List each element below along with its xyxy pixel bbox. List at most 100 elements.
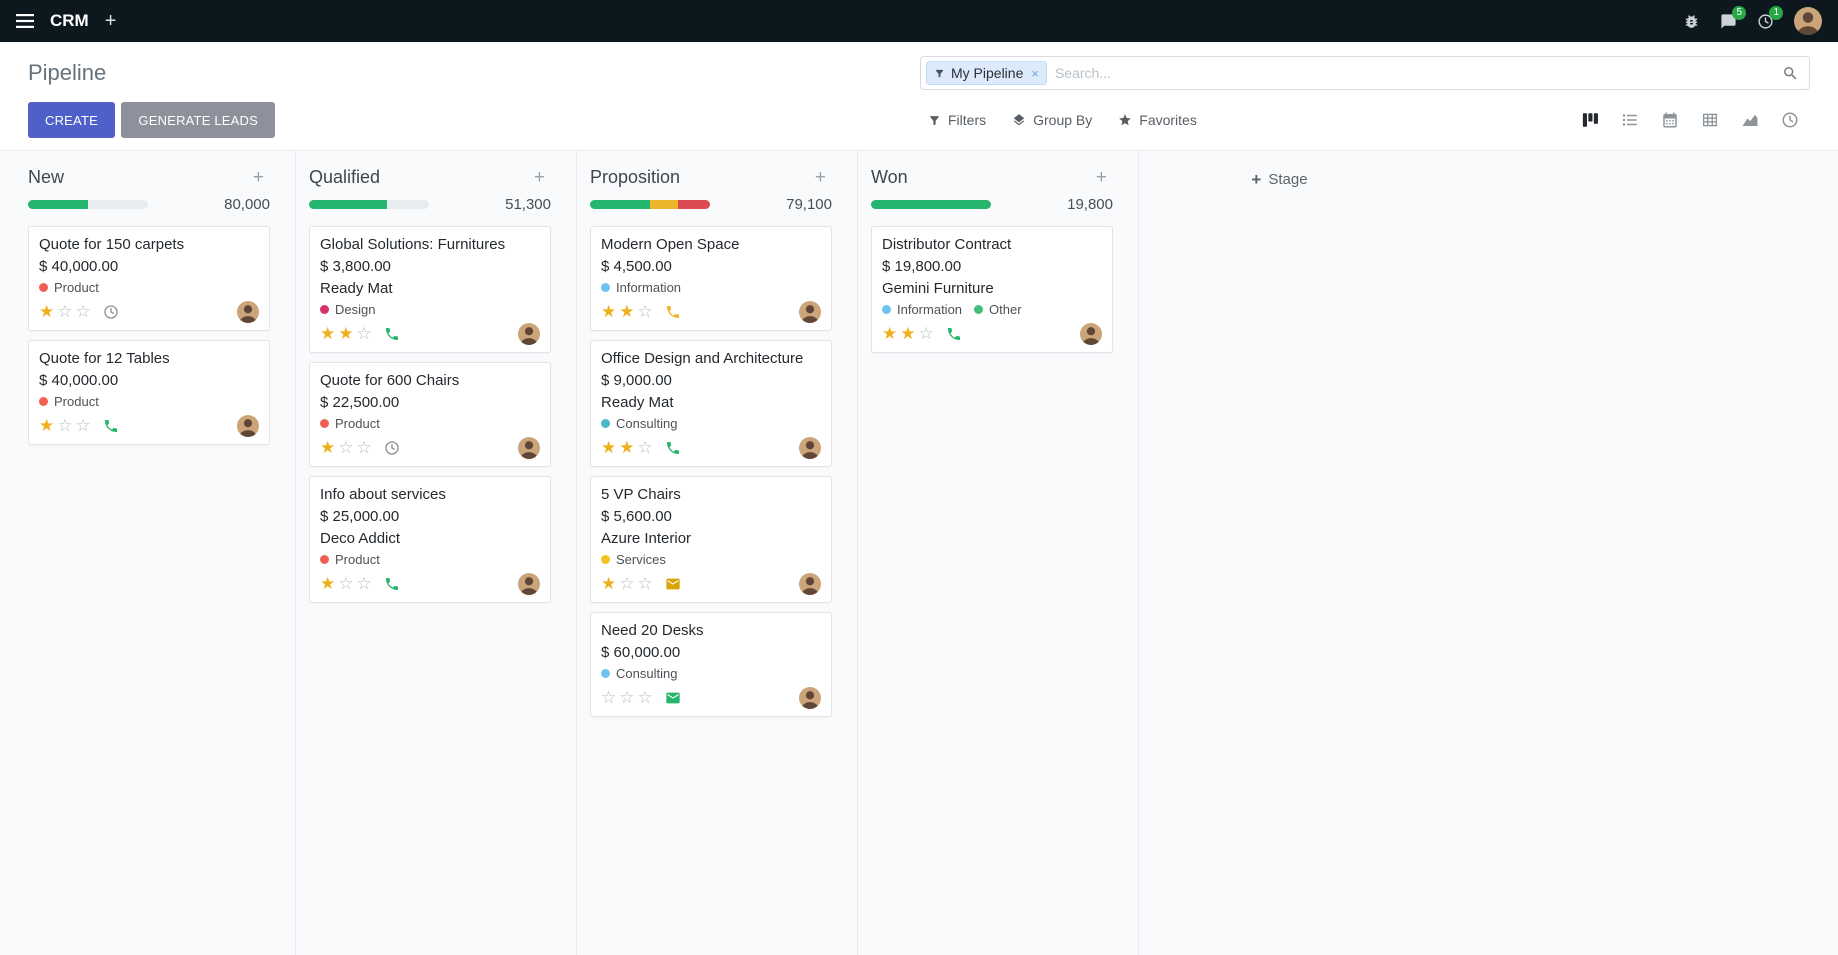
filter-funnel-icon — [934, 68, 945, 79]
star-empty-icon[interactable]: ☆ — [637, 573, 653, 593]
kanban-card[interactable]: Modern Open Space $ 4,500.00 Information… — [590, 226, 832, 331]
create-button[interactable]: CREATE — [28, 102, 115, 138]
star-filled-icon[interactable]: ★ — [39, 301, 55, 321]
tag-label: Other — [989, 302, 1022, 317]
tag-color-dot — [39, 283, 48, 292]
star-filled-icon[interactable]: ★ — [338, 323, 354, 343]
calendar-view-button[interactable] — [1650, 106, 1690, 134]
filters-label: Filters — [948, 112, 987, 128]
apps-menu-icon[interactable] — [16, 14, 34, 28]
column-progressbar[interactable] — [871, 200, 991, 209]
star-filled-icon[interactable]: ★ — [601, 437, 617, 457]
star-filled-icon[interactable]: ★ — [619, 301, 635, 321]
kanban-card[interactable]: Quote for 150 carpets $ 40,000.00 Produc… — [28, 226, 270, 331]
search-input[interactable] — [1046, 65, 1782, 81]
kanban-card[interactable]: Global Solutions: Furnitures $ 3,800.00 … — [309, 226, 551, 353]
star-empty-icon[interactable]: ☆ — [75, 415, 91, 435]
star-filled-icon[interactable]: ★ — [619, 437, 635, 457]
star-empty-icon[interactable]: ☆ — [637, 437, 653, 457]
star-filled-icon[interactable]: ★ — [900, 323, 916, 343]
graph-view-button[interactable] — [1730, 106, 1770, 134]
star-empty-icon[interactable]: ☆ — [75, 301, 91, 321]
page-title: Pipeline — [28, 60, 107, 85]
group-by-button[interactable]: Group By — [1004, 106, 1100, 134]
debug-bug-icon[interactable] — [1683, 13, 1700, 30]
phone-icon[interactable] — [384, 576, 400, 592]
add-record-icon[interactable]: + — [252, 167, 264, 188]
generate-leads-button[interactable]: GENERATE LEADS — [121, 102, 276, 138]
user-avatar[interactable] — [1794, 7, 1822, 35]
star-empty-icon[interactable]: ☆ — [356, 437, 372, 457]
kanban-card[interactable]: Quote for 12 Tables $ 40,000.00 Product … — [28, 340, 270, 445]
clock-icon[interactable] — [103, 304, 119, 320]
star-filled-icon[interactable]: ★ — [601, 573, 617, 593]
star-filled-icon[interactable]: ★ — [320, 437, 336, 457]
pivot-view-button[interactable] — [1690, 106, 1730, 134]
phone-icon[interactable] — [665, 304, 681, 320]
add-record-icon[interactable]: + — [533, 167, 545, 188]
clock-icon[interactable] — [384, 440, 400, 456]
progress-segment[interactable] — [28, 200, 88, 209]
filters-funnel-icon — [928, 114, 941, 127]
kanban-card[interactable]: Distributor Contract $ 19,800.00 Gemini … — [871, 226, 1113, 353]
star-empty-icon[interactable]: ☆ — [57, 301, 73, 321]
phone-icon[interactable] — [384, 326, 400, 342]
star-empty-icon[interactable]: ☆ — [356, 573, 372, 593]
progress-segment[interactable] — [650, 200, 678, 209]
favorites-button[interactable]: Favorites — [1110, 106, 1205, 134]
star-filled-icon[interactable]: ★ — [601, 301, 617, 321]
tag-color-dot — [601, 669, 610, 678]
star-empty-icon[interactable]: ☆ — [637, 687, 653, 707]
kanban-card[interactable]: Quote for 600 Chairs $ 22,500.00 Product… — [309, 362, 551, 467]
kanban-card[interactable]: Office Design and Architecture $ 9,000.0… — [590, 340, 832, 467]
kanban-card[interactable]: 5 VP Chairs $ 5,600.00 Azure Interior Se… — [590, 476, 832, 603]
progress-segment[interactable] — [677, 200, 710, 209]
star-empty-icon[interactable]: ☆ — [619, 687, 635, 707]
add-record-icon[interactable]: + — [1095, 167, 1107, 188]
phone-icon[interactable] — [103, 418, 119, 434]
activities-clock-icon[interactable]: 1 — [1757, 5, 1783, 30]
kanban-board: New + 80,000 Quote for 150 carpets $ 40,… — [0, 151, 1838, 955]
star-empty-icon[interactable]: ☆ — [601, 687, 617, 707]
tag: Design — [320, 302, 375, 317]
star-empty-icon[interactable]: ☆ — [338, 573, 354, 593]
kanban-view-button[interactable] — [1570, 106, 1610, 134]
star-empty-icon[interactable]: ☆ — [356, 323, 372, 343]
star-filled-icon[interactable]: ★ — [882, 323, 898, 343]
card-title: Quote for 150 carpets — [39, 236, 185, 253]
progress-segment[interactable] — [871, 200, 991, 209]
mail-icon[interactable] — [665, 576, 681, 592]
star-empty-icon[interactable]: ☆ — [57, 415, 73, 435]
facet-remove-icon[interactable]: × — [1031, 65, 1039, 81]
list-view-button[interactable] — [1610, 106, 1650, 134]
navbar-plus-icon[interactable]: + — [104, 10, 117, 32]
phone-icon[interactable] — [665, 440, 681, 456]
add-stage-button[interactable]: + Stage — [1251, 171, 1307, 188]
salesperson-avatar — [799, 301, 821, 323]
column-progressbar[interactable] — [309, 200, 429, 209]
app-name[interactable]: CRM — [50, 11, 89, 30]
messages-icon[interactable]: 5 — [1720, 5, 1746, 30]
phone-icon[interactable] — [946, 326, 962, 342]
activity-view-button[interactable] — [1770, 106, 1810, 134]
filters-button[interactable]: Filters — [920, 106, 994, 134]
progress-segment[interactable] — [309, 200, 387, 209]
star-empty-icon[interactable]: ☆ — [918, 323, 934, 343]
column-progressbar[interactable] — [590, 200, 710, 209]
search-icon[interactable] — [1782, 65, 1799, 82]
column-total: 80,000 — [224, 196, 270, 213]
kanban-card[interactable]: Need 20 Desks $ 60,000.00 Consulting ☆ ☆ ☆ — [590, 612, 832, 717]
star-filled-icon[interactable]: ★ — [320, 323, 336, 343]
star-empty-icon[interactable]: ☆ — [338, 437, 354, 457]
progress-segment[interactable] — [590, 200, 650, 209]
column-progressbar[interactable] — [28, 200, 148, 209]
star-filled-icon[interactable]: ★ — [39, 415, 55, 435]
card-amount: $ 40,000.00 — [39, 372, 119, 389]
star-empty-icon[interactable]: ☆ — [637, 301, 653, 321]
star-filled-icon[interactable]: ★ — [320, 573, 336, 593]
star-empty-icon[interactable]: ☆ — [619, 573, 635, 593]
add-record-icon[interactable]: + — [814, 167, 826, 188]
kanban-card[interactable]: Info about services $ 25,000.00 Deco Add… — [309, 476, 551, 603]
search-facet[interactable]: My Pipeline × — [926, 61, 1047, 85]
mail-icon[interactable] — [665, 690, 681, 706]
